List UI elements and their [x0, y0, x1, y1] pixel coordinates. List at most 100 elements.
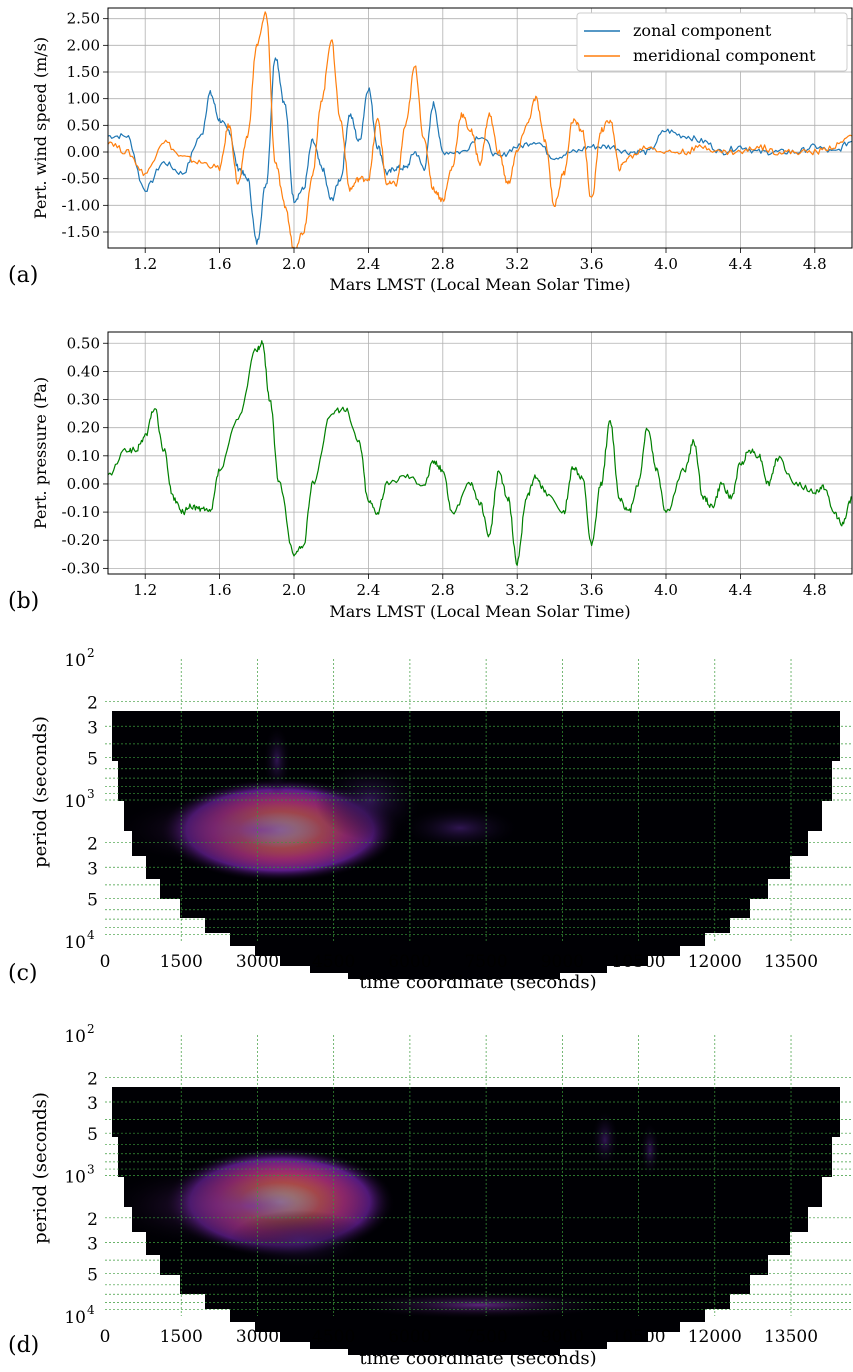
panel-d-x-ticks: 0 1500 3000 4500 6000 7500 9000 10500 12000 13500 — [100, 1327, 818, 1347]
panel-b-label: (b) — [8, 589, 39, 614]
y-tick-label: -1.00 — [62, 196, 100, 214]
series-line-pressure — [108, 340, 852, 566]
y-tick-label: 5 — [87, 750, 98, 770]
y-tick-label: 0.20 — [67, 419, 100, 437]
x-tick-label: 4500 — [312, 1327, 355, 1347]
panel-a-legend: zonal component meridional component — [576, 12, 848, 72]
y-tick-label: -0.10 — [62, 503, 100, 521]
y-tick-label: 10 — [64, 1168, 86, 1188]
y-tick-label: 1.50 — [67, 63, 100, 81]
y-tick-label: 0.40 — [67, 362, 100, 380]
panel-b-series — [108, 340, 852, 566]
y-tick-label: 2.50 — [67, 10, 100, 28]
y-tick-label: -1.50 — [62, 223, 100, 241]
y-tick-label: 3 — [87, 1094, 98, 1114]
power-blob — [400, 806, 520, 850]
x-tick-label: 13500 — [764, 952, 818, 972]
panel-a-x-ticks: 1.2 1.6 2.0 2.4 2.8 3.2 3.6 4.0 4.4 4.8 — [133, 248, 827, 273]
x-tick-label: 13500 — [764, 1327, 818, 1347]
x-tick-label: 9000 — [541, 1327, 584, 1347]
x-tick-label: 2.0 — [282, 255, 306, 273]
legend-label-meridional: meridional component — [633, 46, 816, 65]
x-tick-label: 4.8 — [803, 255, 827, 273]
y-tick-label: 3 — [87, 859, 98, 879]
y-tick-label: 2 — [87, 1210, 98, 1230]
x-tick-label: 1500 — [160, 1327, 203, 1347]
y-tick-label: 3 — [87, 1235, 98, 1255]
panel-c-ylabel: period (seconds) — [30, 716, 51, 868]
x-tick-label: 2.4 — [356, 255, 380, 273]
y-tick-label: -0.50 — [62, 170, 100, 188]
y-tick-label: 5 — [87, 891, 98, 911]
x-tick-label: 12000 — [688, 1327, 742, 1347]
y-tick-label: 10 — [64, 1308, 86, 1328]
x-tick-label: 4.4 — [728, 255, 752, 273]
y-tick-exponent: 3 — [87, 1163, 95, 1177]
x-tick-label: 4.4 — [728, 581, 752, 599]
x-tick-label: 2.0 — [282, 581, 306, 599]
x-tick-label: 1.6 — [208, 581, 232, 599]
y-tick-label: 0.50 — [67, 116, 100, 134]
x-tick-label: 2.8 — [431, 581, 455, 599]
x-tick-label: 1.2 — [133, 255, 157, 273]
panel-b-y-ticks: -0.30 -0.20 -0.10 0.00 0.10 0.20 0.30 0.40 0.50 — [62, 334, 108, 577]
y-tick-label: 0.00 — [67, 143, 100, 161]
panel-b-frame — [107, 331, 853, 575]
power-blob — [230, 1210, 370, 1270]
panel-c-wavelet: 0 1500 3000 4500 6000 7500 9000 10500 12000 13500… — [8, 646, 852, 993]
x-tick-label: 0 — [100, 952, 111, 972]
x-tick-label: 3.6 — [580, 255, 604, 273]
panel-a-series — [108, 11, 852, 248]
x-tick-label: 4.0 — [654, 581, 678, 599]
power-blob — [591, 1110, 619, 1170]
x-tick-label: 2.4 — [356, 581, 380, 599]
panel-d-power — [112, 1110, 660, 1319]
panel-d-wavelet: 0 1500 3000 4500 6000 7500 9000 10500 12000 13500… — [8, 1022, 852, 1369]
panel-a-y-ticks: -1.50 -1.00 -0.50 0.00 0.50 1.00 1.50 2.00 2.50 — [62, 10, 108, 241]
panel-a-ylabel: Pert. wind speed (m/s) — [31, 37, 50, 219]
panel-b-pressure: 1.2 1.6 2.0 2.4 2.8 3.2 3.6 4.0 4.4 4.8 -0.30 -0.2… — [8, 331, 853, 621]
y-tick-label: 10 — [64, 933, 86, 953]
panel-b-grid — [108, 332, 852, 574]
x-tick-label: 6000 — [388, 952, 431, 972]
y-tick-exponent: 2 — [87, 1022, 95, 1036]
x-tick-label: 1.6 — [208, 255, 232, 273]
x-tick-label: 9000 — [541, 952, 584, 972]
x-tick-label: 4.0 — [654, 255, 678, 273]
panel-a-label: (a) — [8, 263, 38, 288]
y-tick-label: 1.00 — [67, 90, 100, 108]
y-tick-label: 2 — [87, 834, 98, 854]
x-tick-label: 2.8 — [431, 255, 455, 273]
y-tick-label: -0.20 — [62, 531, 100, 549]
panel-c-xlabel: time coordinate (seconds) — [359, 972, 596, 993]
panel-c-label: (c) — [8, 961, 38, 986]
x-tick-label: 3.2 — [505, 581, 529, 599]
x-tick-label: 10500 — [612, 1327, 666, 1347]
x-tick-label: 0 — [100, 1327, 111, 1347]
panel-b-x-ticks: 1.2 1.6 2.0 2.4 2.8 3.2 3.6 4.0 4.4 4.8 — [133, 574, 827, 599]
y-tick-exponent: 4 — [87, 1303, 95, 1317]
x-tick-label: 7500 — [464, 1327, 507, 1347]
y-tick-label: 0.50 — [67, 334, 100, 352]
y-tick-label: 10 — [64, 792, 86, 812]
y-tick-label: -0.30 — [62, 559, 100, 577]
y-tick-exponent: 2 — [87, 646, 95, 660]
power-blob — [263, 725, 291, 795]
x-tick-label: 3.6 — [580, 581, 604, 599]
panel-c-grid — [105, 659, 852, 941]
x-tick-label: 4500 — [312, 952, 355, 972]
legend-box — [576, 12, 848, 72]
x-tick-label: 1500 — [160, 952, 203, 972]
legend-label-zonal: zonal component — [633, 21, 772, 40]
y-tick-label: 2 — [87, 1069, 98, 1089]
panel-d-grid — [105, 1035, 852, 1316]
y-tick-label: 0.30 — [67, 391, 100, 409]
y-tick-label: 2 — [87, 693, 98, 713]
x-tick-label: 12000 — [688, 952, 742, 972]
series-line-zonal — [108, 57, 852, 245]
y-tick-label: 2.00 — [67, 36, 100, 54]
x-tick-label: 3.2 — [505, 255, 529, 273]
y-tick-exponent: 4 — [87, 928, 95, 942]
